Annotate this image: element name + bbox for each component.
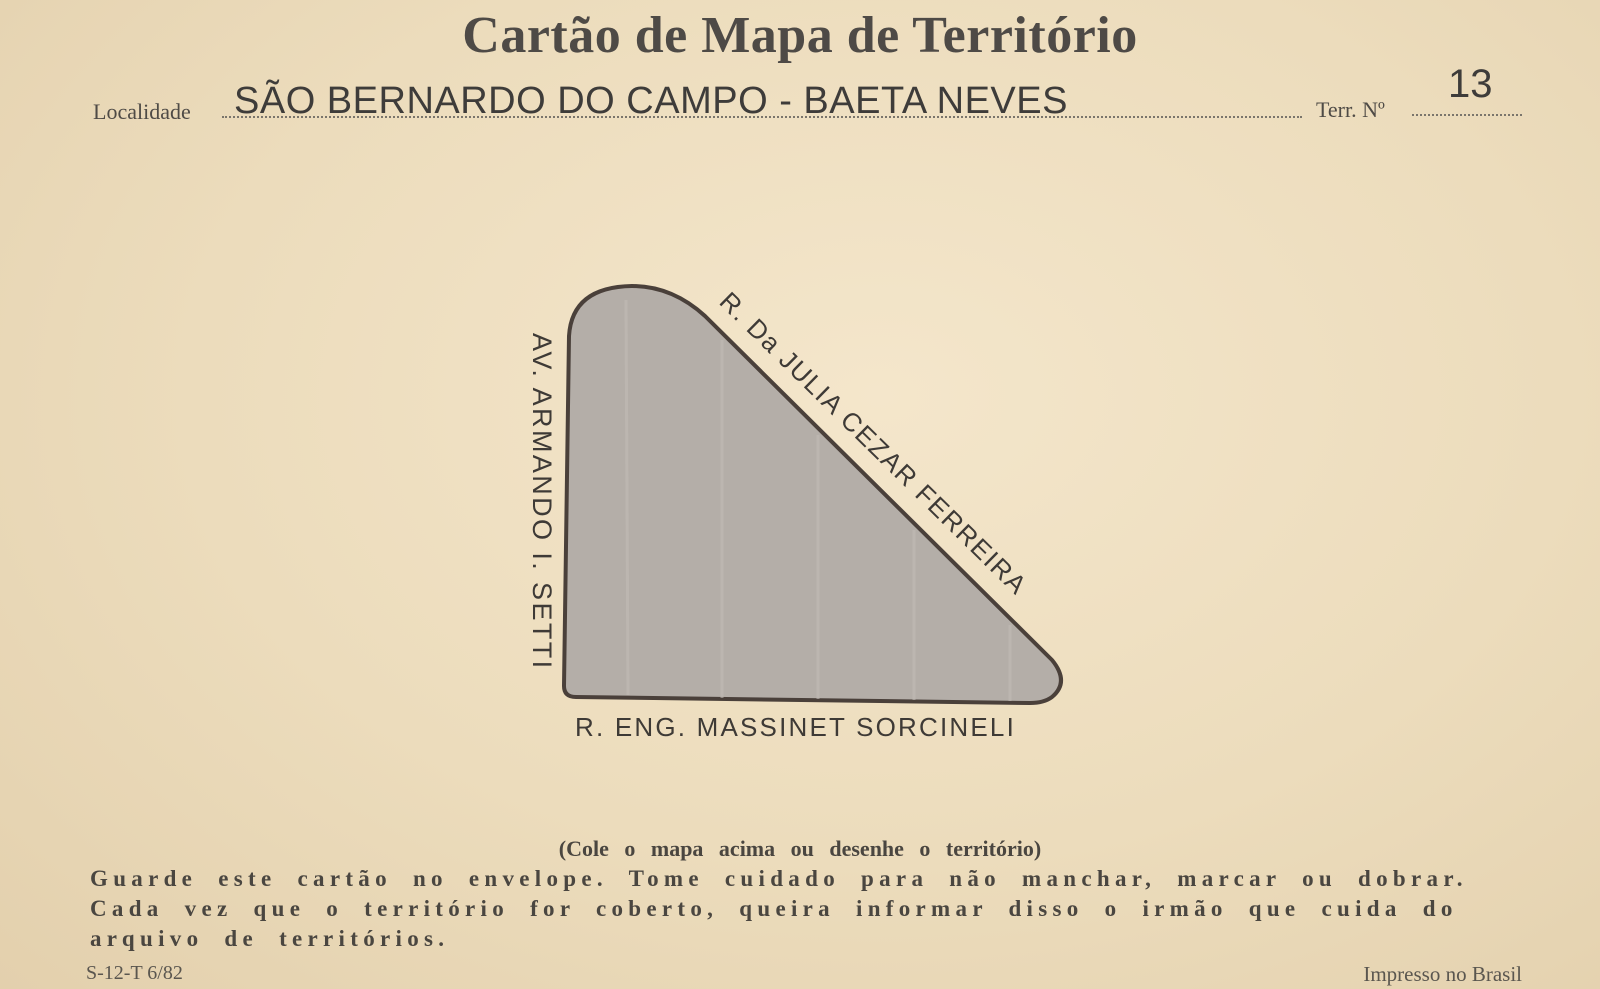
printed-note: Impresso no Brasil	[1363, 962, 1522, 986]
territory-shape	[562, 284, 1063, 705]
locality-value: SÃO BERNARDO DO CAMPO - BAETA NEVES	[234, 80, 1068, 122]
map-hint: (Cole o mapa acima ou desenhe o territór…	[558, 836, 1042, 861]
territory-line	[1412, 114, 1522, 116]
locality-label: Localidade	[93, 99, 191, 124]
map-stripes	[624, 299, 1012, 701]
instructions-text: Guarde este cartão no envelope. Tome cui…	[90, 866, 1468, 951]
street-label-bottom: R. ENG. MASSINET SORCINELI	[575, 712, 1016, 742]
header-row: Localidade SÃO BERNARDO DO CAMPO - BAETA…	[0, 62, 1600, 128]
locality-line	[222, 116, 1302, 118]
card-title: Cartão de Mapa de Território	[462, 7, 1138, 64]
street-label-left: AV. ARMANDO I. SETTI	[527, 333, 557, 671]
form-code: S-12-T 6/82	[86, 962, 183, 984]
territory-label: Terr. Nº	[1316, 97, 1385, 122]
territory-number: 13	[1448, 62, 1493, 106]
